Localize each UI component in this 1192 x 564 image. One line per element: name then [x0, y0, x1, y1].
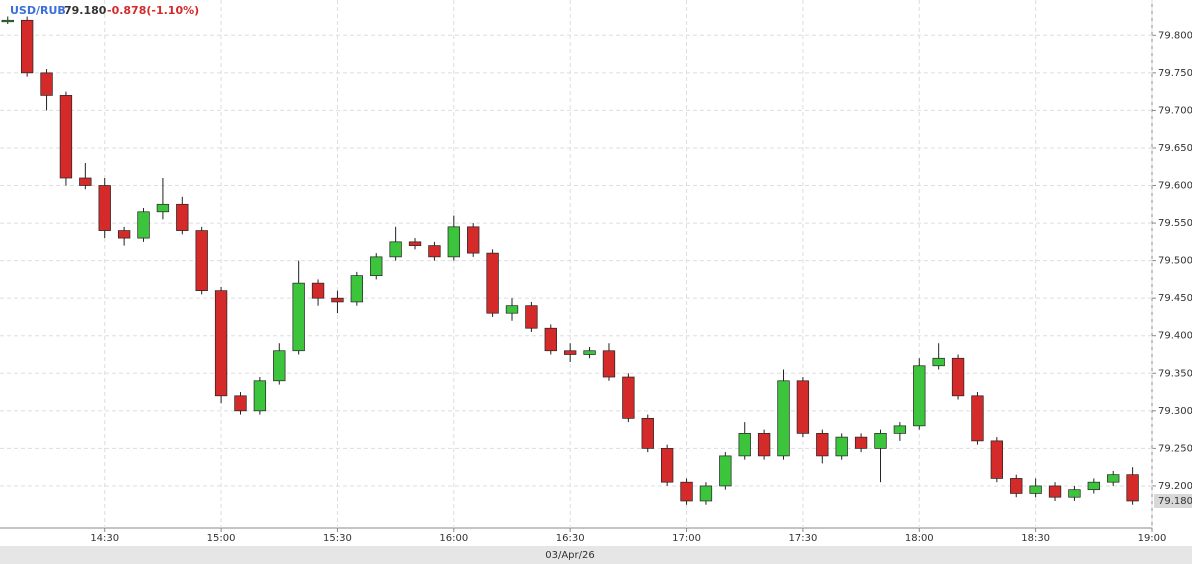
x-tick-label: 17:30 [788, 533, 817, 544]
date-strip [0, 546, 1192, 564]
y-tick-label: 79.300 [1158, 406, 1192, 417]
candle-body [1107, 474, 1120, 483]
candle-body [59, 95, 73, 179]
candle-body [874, 433, 887, 449]
candle-body [467, 226, 480, 254]
candle-body [835, 436, 848, 457]
candle-body [544, 327, 557, 352]
candle-body [408, 241, 422, 246]
x-tick-label: 14:30 [90, 533, 119, 544]
candle-body [932, 357, 945, 367]
candle-body [79, 177, 92, 186]
candle-body [311, 282, 325, 299]
y-tick-label: 79.700 [1158, 105, 1192, 116]
candle-body [699, 485, 713, 502]
candle-body [40, 72, 53, 96]
candle-body [719, 455, 732, 487]
candle-body [990, 440, 1004, 479]
candle-body [1068, 489, 1081, 498]
y-tick-label: 79.600 [1158, 181, 1192, 192]
candle-body [816, 433, 829, 457]
candle-body [525, 305, 538, 329]
candle-body [137, 211, 150, 239]
candle-body [156, 203, 170, 213]
price: 79.180 [64, 4, 107, 17]
candle-body [1048, 485, 1062, 498]
candle-body [370, 256, 383, 276]
candle-body [854, 436, 868, 449]
y-tick-label: 79.200 [1158, 481, 1192, 492]
candle-body [214, 290, 228, 397]
symbol: USD/RUB [10, 4, 66, 17]
y-tick-label: 79.800 [1158, 30, 1192, 41]
candle-body [331, 297, 344, 303]
x-tick-label: 18:30 [1021, 533, 1050, 544]
last-price-label: 79.180 [1158, 496, 1192, 507]
candle-body [680, 481, 693, 502]
x-tick-label: 19:00 [1138, 533, 1167, 544]
x-tick-label: 17:00 [672, 533, 701, 544]
candle-body [195, 230, 208, 292]
y-tick-label: 79.550 [1158, 218, 1192, 229]
candle-body [757, 433, 771, 457]
candle-body [951, 357, 965, 397]
candle-body [273, 350, 286, 382]
candle-body [971, 395, 984, 442]
candle-body [389, 241, 402, 258]
last-price-box [1154, 493, 1192, 508]
y-tick-label: 79.350 [1158, 368, 1192, 379]
candle-body [117, 230, 131, 239]
candle-body [796, 380, 810, 434]
candle-body [292, 282, 305, 352]
candle-body [583, 350, 596, 355]
candle-body [893, 425, 907, 434]
y-tick-label: 79.500 [1158, 256, 1192, 267]
y-tick-label: 79.250 [1158, 443, 1192, 454]
candle-body [350, 275, 364, 303]
candle-body [1029, 485, 1042, 494]
date-label: 03/Apr/26 [545, 550, 595, 561]
candle-body [641, 417, 654, 449]
candle-body [564, 350, 577, 355]
candle-body [1126, 474, 1139, 502]
candle-body [486, 252, 499, 314]
candle-body [602, 350, 616, 378]
candle-body [738, 433, 751, 457]
x-tick-label: 16:00 [439, 533, 468, 544]
change: -0.878(-1.10%) [107, 4, 199, 17]
candle-body [660, 448, 674, 483]
y-tick-label: 79.650 [1158, 143, 1192, 154]
candle-body [913, 365, 926, 427]
candle-body [1, 19, 14, 23]
candle-body [176, 203, 189, 231]
candle-body [505, 305, 519, 314]
x-tick-label: 18:00 [905, 533, 934, 544]
candle-body [1010, 478, 1023, 494]
y-tick-label: 79.400 [1158, 331, 1192, 342]
x-tick-label: 16:30 [556, 533, 585, 544]
x-tick-label: 15:00 [207, 533, 236, 544]
candle-body [1087, 481, 1100, 491]
candle-body [20, 19, 34, 74]
candle-body [622, 376, 635, 419]
y-tick-label: 79.750 [1158, 68, 1192, 79]
x-tick-label: 15:30 [323, 533, 352, 544]
y-tick-label: 79.450 [1158, 293, 1192, 304]
candle-body [234, 395, 247, 412]
candle-body [428, 245, 441, 258]
candle-body [447, 226, 460, 258]
candle-body [253, 380, 267, 412]
candle-body [98, 185, 111, 231]
candle-body [777, 380, 790, 457]
